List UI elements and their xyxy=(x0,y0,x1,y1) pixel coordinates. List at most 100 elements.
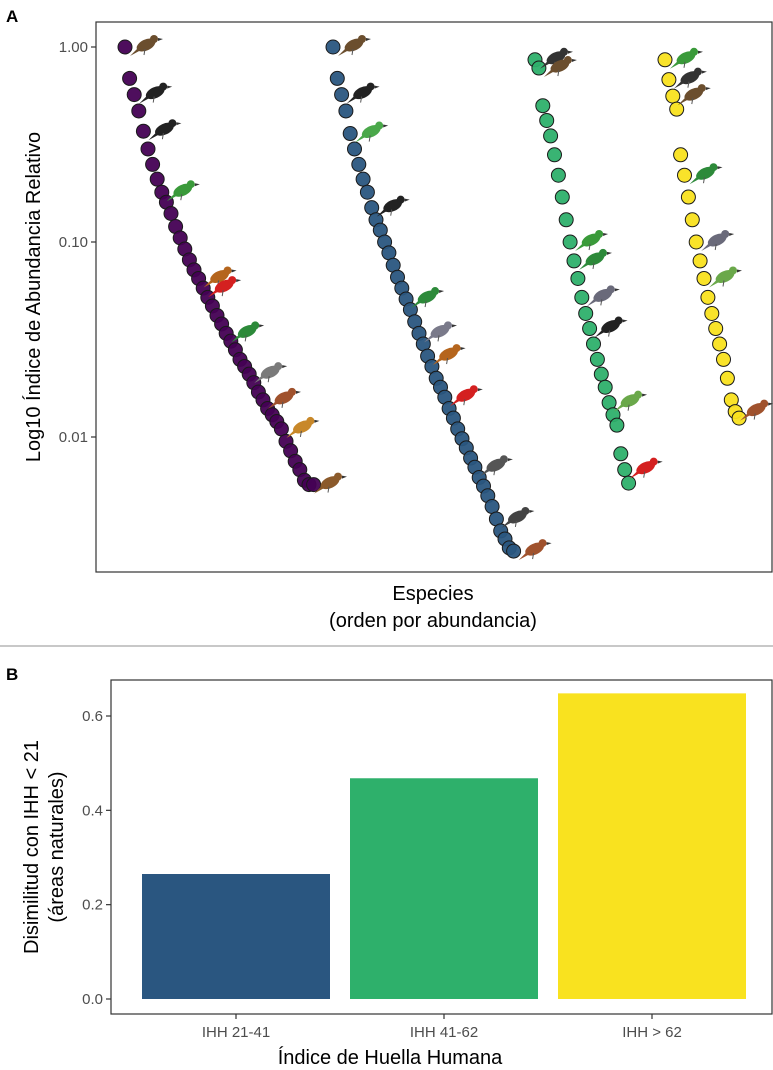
data-point xyxy=(325,39,341,55)
bird-icon xyxy=(166,180,200,202)
data-point xyxy=(700,289,716,305)
bird-icon xyxy=(268,387,301,409)
data-point xyxy=(359,184,375,200)
panel-a-y-title: Log10 Índice de Abundancia Relativo xyxy=(22,132,45,462)
panel-a-x-title-line2: (orden por abundancia) xyxy=(329,610,537,632)
data-point xyxy=(712,336,728,352)
data-point xyxy=(613,446,629,462)
data-point xyxy=(566,253,582,269)
data-point xyxy=(539,112,555,128)
series-3 xyxy=(527,52,637,491)
data-point xyxy=(609,417,625,433)
series-4 xyxy=(657,52,747,426)
data-point xyxy=(334,87,350,103)
panel-b-y-tick-label: 0.0 xyxy=(82,991,103,1008)
data-point xyxy=(586,336,601,352)
data-point xyxy=(574,289,590,305)
panel-a-series xyxy=(117,39,747,559)
data-point xyxy=(719,370,735,386)
data-point xyxy=(145,156,161,172)
bird-icon xyxy=(286,416,320,438)
bird-icon xyxy=(579,248,612,270)
data-point xyxy=(484,499,500,515)
data-point xyxy=(589,351,605,367)
data-point xyxy=(570,270,586,286)
bird-icon xyxy=(254,362,288,384)
data-point xyxy=(381,245,397,261)
bird-icon xyxy=(432,344,466,366)
data-point xyxy=(692,253,708,269)
data-point xyxy=(535,98,551,114)
bar xyxy=(558,693,746,999)
panel-b-x-axis: IHH 21-41 IHH 41-62 IHH > 62 xyxy=(202,1014,682,1041)
bird-icon xyxy=(677,84,711,106)
bird-icon xyxy=(740,399,773,421)
data-point xyxy=(562,234,578,250)
data-point xyxy=(578,305,594,321)
panel-a-x-title-line1: Especies xyxy=(392,583,473,605)
bird-icon xyxy=(346,82,380,104)
panel-b-x-tick-label: IHH 21-41 xyxy=(202,1024,270,1041)
data-point xyxy=(342,126,358,142)
data-point xyxy=(131,103,147,119)
bird-icon xyxy=(479,455,513,477)
bar xyxy=(350,778,538,999)
data-point xyxy=(680,189,696,205)
bird-icon xyxy=(586,285,620,307)
panel-b-bars xyxy=(142,693,746,999)
panel-a-bird-icons xyxy=(130,35,773,561)
data-point xyxy=(696,270,712,286)
bird-icon xyxy=(355,121,389,143)
data-point xyxy=(543,128,559,144)
data-point xyxy=(338,103,354,119)
data-point xyxy=(550,167,566,183)
data-point xyxy=(716,351,731,367)
data-point xyxy=(149,171,165,187)
data-point xyxy=(621,475,637,491)
data-point xyxy=(135,123,151,139)
panel-a-y-tick-label: 0.10 xyxy=(59,234,88,251)
data-point xyxy=(306,477,322,493)
panel-b-y-tick-label: 0.4 xyxy=(82,802,103,819)
bird-icon xyxy=(203,266,237,288)
bird-icon xyxy=(709,266,742,288)
data-point xyxy=(506,543,522,559)
panel-b-y-tick-label: 0.2 xyxy=(82,897,103,914)
data-point xyxy=(351,156,367,172)
bird-icon xyxy=(501,506,535,528)
bird-icon xyxy=(148,119,182,141)
data-point xyxy=(140,141,156,157)
bird-icon xyxy=(314,472,347,494)
panel-b-x-title: Índice de Huella Humana xyxy=(278,1046,503,1069)
data-point xyxy=(347,141,362,157)
bird-icon xyxy=(614,390,648,412)
bird-icon xyxy=(594,316,628,338)
bird-icon xyxy=(629,457,663,479)
panel-a-label: A xyxy=(6,7,18,26)
panel-b-label: B xyxy=(6,665,18,684)
data-point xyxy=(688,234,704,250)
data-point xyxy=(554,189,570,205)
panel-b-x-tick-label: IHH > 62 xyxy=(622,1024,682,1041)
data-point xyxy=(677,167,692,183)
bird-icon xyxy=(139,82,173,104)
bird-icon xyxy=(518,539,552,561)
series-2 xyxy=(325,39,522,559)
data-point xyxy=(273,421,289,437)
bird-icon xyxy=(670,47,703,69)
panel-b-x-tick-label: IHH 41-62 xyxy=(410,1024,478,1041)
bar xyxy=(142,874,330,999)
series-1 xyxy=(117,39,322,493)
data-point xyxy=(531,60,547,76)
bird-icon xyxy=(376,195,410,217)
data-point xyxy=(708,321,724,337)
bird-icon xyxy=(208,276,242,298)
data-point xyxy=(704,305,720,321)
data-point xyxy=(355,171,371,187)
data-point xyxy=(673,147,689,163)
data-point xyxy=(547,147,562,163)
data-point xyxy=(657,52,673,68)
panel-b-y-tick-label: 0.6 xyxy=(82,708,103,725)
bird-icon xyxy=(338,35,371,56)
